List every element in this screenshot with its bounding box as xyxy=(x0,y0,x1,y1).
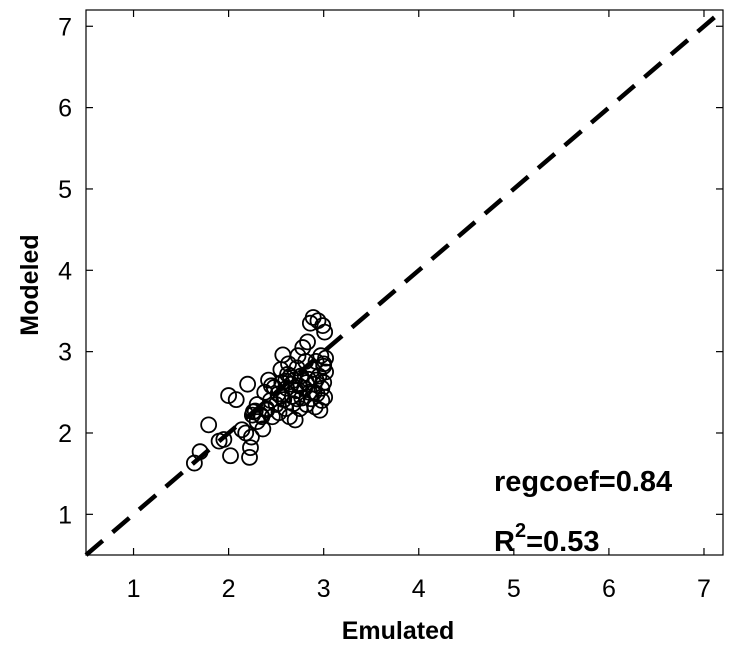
r-squared-value: =0.53 xyxy=(526,526,599,558)
y-tick-label: 1 xyxy=(58,501,72,529)
data-point xyxy=(275,391,293,409)
data-point xyxy=(222,447,239,465)
r-squared-symbol: R xyxy=(494,526,515,558)
data-point xyxy=(272,387,290,405)
x-tick-label: 4 xyxy=(412,575,426,603)
y-tick-label: 6 xyxy=(58,95,72,123)
y-tick-label: 7 xyxy=(58,13,72,41)
y-tick-label: 3 xyxy=(58,339,72,367)
plot-frame xyxy=(85,9,724,556)
data-point xyxy=(191,443,209,461)
x-tick-label: 6 xyxy=(602,575,616,603)
data-point xyxy=(227,391,245,409)
r-squared-exponent: 2 xyxy=(515,520,526,542)
data-point xyxy=(298,374,315,391)
data-point xyxy=(316,323,334,341)
x-tick-label: 2 xyxy=(222,575,236,603)
y-tick-label: 5 xyxy=(58,176,72,204)
x-tick-label: 5 xyxy=(507,575,521,603)
x-tick-label: 3 xyxy=(317,575,331,603)
y-tick-label: 4 xyxy=(58,257,72,285)
data-point xyxy=(244,403,262,421)
data-point xyxy=(316,388,334,406)
data-point xyxy=(313,392,331,409)
plot-area xyxy=(85,9,724,556)
data-point xyxy=(239,375,257,393)
data-point xyxy=(242,439,259,457)
x-tick-label: 7 xyxy=(697,575,711,603)
regcoef-annotation: regcoef=0.84 xyxy=(494,466,672,498)
data-point xyxy=(307,371,325,389)
axis-ticks: 1 2 3 4 5 6 7 1 2 3 4 5 6 7 xyxy=(58,10,723,603)
data-point xyxy=(215,431,233,448)
data-point xyxy=(299,333,316,351)
x-axis-label: Emulated xyxy=(342,617,455,645)
data-point xyxy=(282,367,299,385)
scatter-points xyxy=(185,309,334,472)
data-point xyxy=(288,390,306,408)
data-point xyxy=(314,317,332,335)
data-point xyxy=(286,411,304,429)
y-axis-label: Modeled xyxy=(16,234,44,335)
data-point xyxy=(243,428,260,446)
y-tick-label: 2 xyxy=(58,420,72,448)
data-point xyxy=(315,355,333,373)
data-point xyxy=(254,420,272,438)
x-tick-label: 1 xyxy=(127,575,141,603)
data-point xyxy=(277,372,295,390)
data-point xyxy=(200,416,218,434)
data-point xyxy=(253,408,271,426)
r-squared-annotation: R2=0.53 xyxy=(494,520,599,558)
data-point xyxy=(241,448,258,466)
